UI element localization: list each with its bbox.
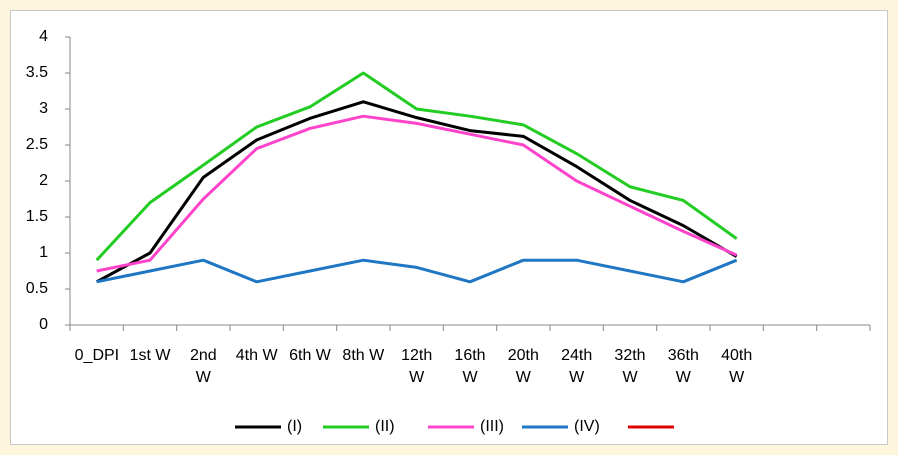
y-tick-label: 0 (39, 316, 48, 333)
legend-label: (I) (287, 418, 302, 435)
series-line (95, 100, 738, 284)
series-line (96, 258, 738, 284)
x-tick-label: 6th W (289, 347, 331, 364)
x-tick-label: 40th W (721, 347, 753, 386)
legend-label: (III) (480, 418, 504, 435)
legend-label: (II) (375, 418, 395, 435)
y-tick-label: 1.5 (26, 208, 48, 225)
chart-frame (10, 10, 888, 445)
x-tick-label: 24th W (561, 347, 593, 386)
legend-label: (IV) (574, 418, 600, 435)
x-tick-label: 32th W (614, 347, 646, 386)
y-tick-label: 0.5 (26, 280, 48, 297)
x-tick-label: 4th W (235, 347, 278, 364)
x-tick-label: 12th W (401, 347, 433, 386)
x-tick-label: 16th W (454, 347, 486, 386)
y-tick-label: 2 (39, 172, 48, 189)
x-tick-label: 0_DPI (74, 347, 120, 364)
series-line (95, 71, 738, 262)
y-tick-label: 1 (39, 244, 48, 261)
y-tick-label: 4 (39, 28, 48, 45)
x-tick-label: 36th W (667, 347, 699, 386)
x-tick-label: 20th W (507, 347, 539, 386)
y-tick-label: 3.5 (26, 64, 48, 81)
x-tick-label: 1st W (129, 347, 171, 364)
y-tick-label: 2.5 (26, 136, 48, 153)
series-line (96, 114, 738, 273)
x-tick-label: 2nd W (189, 347, 217, 386)
y-tick-label: 3 (39, 100, 48, 117)
x-tick-label: 8th W (342, 347, 385, 364)
